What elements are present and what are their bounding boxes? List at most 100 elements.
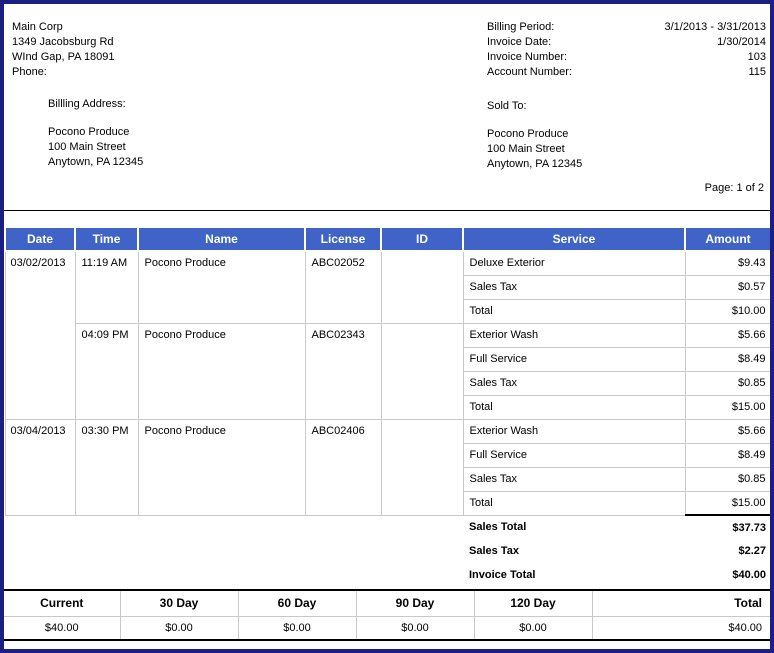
table-row: 03/04/2013 03:30 PM Pocono Produce ABC02…	[4, 418, 770, 516]
aging-value-30day: $0.00	[120, 616, 239, 640]
cell-license: ABC02052	[304, 250, 382, 324]
aging-value-current: $40.00	[4, 616, 121, 640]
aging-value-60day: $0.00	[238, 616, 357, 640]
table-row: Sales Tax $0.85	[5, 370, 770, 396]
summary-value: $37.73	[732, 521, 766, 534]
aging-header-60day: 60 Day	[238, 590, 357, 617]
aging-header-120day: 120 Day	[474, 590, 593, 617]
cell-date: 03/02/2013	[4, 250, 76, 420]
col-header-date: Date	[4, 226, 76, 252]
table-row: Sales Tax $0.57	[5, 274, 770, 300]
sold-to-line2: Anytown, PA 12345	[487, 158, 583, 170]
table-row: 04:09 PM Pocono Produce ABC02343 Exterio…	[5, 322, 770, 420]
cell-amount: $5.66	[684, 418, 770, 444]
cell-date: 03/04/2013	[4, 418, 76, 516]
cell-license: ABC02406	[304, 418, 382, 516]
cell-service: Total	[462, 394, 686, 420]
cell-amount: $0.85	[684, 466, 770, 492]
cell-time: 11:19 AM	[74, 250, 139, 324]
cell-id	[380, 418, 464, 516]
cell-amount: $9.43	[684, 250, 770, 276]
col-header-license: License	[304, 226, 382, 252]
sold-to-line1: 100 Main Street	[487, 143, 565, 155]
billing-address-label: Billling Address:	[48, 98, 126, 110]
aging-header-current: Current	[4, 590, 121, 617]
meta-value: 3/1/2013 - 3/31/2013	[664, 21, 766, 33]
cell-time: 03:30 PM	[74, 418, 139, 516]
summary-spacer	[5, 539, 463, 563]
col-header-amount: Amount	[684, 226, 770, 252]
aging-value-row: $40.00 $0.00 $0.00 $0.00 $0.00 $40.00	[4, 616, 770, 640]
aging-value-120day: $0.00	[474, 616, 593, 640]
sold-to-name: Pocono Produce	[487, 128, 569, 140]
summary-value: $40.00	[732, 569, 766, 581]
cell-service: Sales Tax	[462, 370, 686, 396]
aging-value-total: $40.00	[728, 621, 762, 634]
summary-spacer	[5, 563, 463, 587]
cell-amount: $0.85	[684, 370, 770, 396]
cell-service: Total	[462, 298, 686, 324]
company-address-line2: WInd Gap, PA 18091	[12, 51, 115, 63]
meta-row-billing-period: Billing Period: 3/1/2013 - 3/31/2013	[487, 20, 766, 35]
cell-service: Sales Tax	[462, 466, 686, 492]
cell-id	[380, 250, 464, 324]
meta-label: Invoice Number:	[487, 51, 568, 63]
cell-amount: $8.49	[684, 346, 770, 372]
col-header-time: Time	[74, 226, 139, 252]
cell-amount: $0.57	[684, 274, 770, 300]
invoice-header: Main Corp 1349 Jacobsburg Rd WInd Gap, P…	[4, 4, 770, 211]
meta-row-invoice-date: Invoice Date: 1/30/2014	[487, 35, 766, 50]
cell-service: Exterior Wash	[462, 322, 686, 348]
summary-row-sales-total: Sales Total $37.73	[5, 515, 770, 539]
invoice-meta-block: Billing Period: 3/1/2013 - 3/31/2013 Inv…	[487, 20, 766, 80]
cell-amount: $8.49	[684, 442, 770, 468]
cell-name: Pocono Produce	[137, 322, 306, 420]
meta-value: 115	[748, 66, 766, 78]
col-header-name: Name	[137, 226, 306, 252]
meta-label: Account Number:	[487, 66, 572, 78]
company-address-line1: 1349 Jacobsburg Rd	[12, 36, 114, 48]
cell-service: Full Service	[462, 346, 686, 372]
meta-value: 103	[747, 51, 766, 63]
summary-label: Sales Tax	[469, 545, 519, 557]
aging-header-row: Current 30 Day 60 Day 90 Day 120 Day Tot…	[4, 590, 770, 617]
table-row: Full Service $8.49	[5, 346, 770, 372]
col-header-service: Service	[462, 226, 686, 252]
meta-label: Billing Period:	[487, 21, 555, 33]
aging-header-90day: 90 Day	[356, 590, 475, 617]
summary-label: Invoice Total	[469, 569, 536, 581]
billing-name: Pocono Produce	[48, 126, 130, 138]
cell-service: Full Service	[462, 442, 686, 468]
aging-table: Current 30 Day 60 Day 90 Day 120 Day Tot…	[4, 589, 770, 641]
meta-value: 1/30/2014	[717, 36, 766, 48]
page-indicator: Page: 1 of 2	[704, 182, 764, 194]
sold-to-block: Pocono Produce 100 Main Street Anytown, …	[487, 127, 582, 172]
cell-amount: $10.00	[684, 298, 770, 324]
billing-line2: Anytown, PA 12345	[48, 156, 144, 168]
cell-service: Exterior Wash	[462, 418, 686, 444]
meta-label: Invoice Date:	[487, 36, 552, 48]
cell-amount: $15.00	[684, 490, 770, 516]
summary-label: Sales Total	[469, 521, 527, 534]
cell-service: Deluxe Exterior	[462, 250, 686, 276]
meta-row-account-number: Account Number: 115	[487, 65, 766, 80]
service-table: Date Time Name License ID Service Amount…	[4, 226, 770, 587]
company-phone-label: Phone:	[12, 66, 47, 78]
cell-id	[380, 322, 464, 420]
cell-amount: $15.00	[684, 394, 770, 420]
meta-row-invoice-number: Invoice Number: 103	[487, 50, 766, 65]
table-row: 03/02/2013 11:19 AM Pocono Produce ABC02…	[4, 250, 770, 420]
service-table-header-row: Date Time Name License ID Service Amount	[4, 226, 770, 252]
summary-row-invoice-total: Invoice Total $40.00	[5, 563, 770, 587]
cell-service: Total	[462, 490, 686, 516]
cell-name: Pocono Produce	[137, 250, 306, 324]
summary-row-sales-tax: Sales Tax $2.27	[5, 539, 770, 563]
aging-value-90day: $0.00	[356, 616, 475, 640]
cell-license: ABC02343	[304, 322, 382, 420]
company-name: Main Corp	[12, 21, 63, 33]
cell-time: 04:09 PM	[74, 322, 139, 420]
aging-header-30day: 30 Day	[120, 590, 239, 617]
table-row: Sales Tax $0.85	[5, 466, 770, 492]
table-row: Total $15.00	[5, 490, 770, 516]
